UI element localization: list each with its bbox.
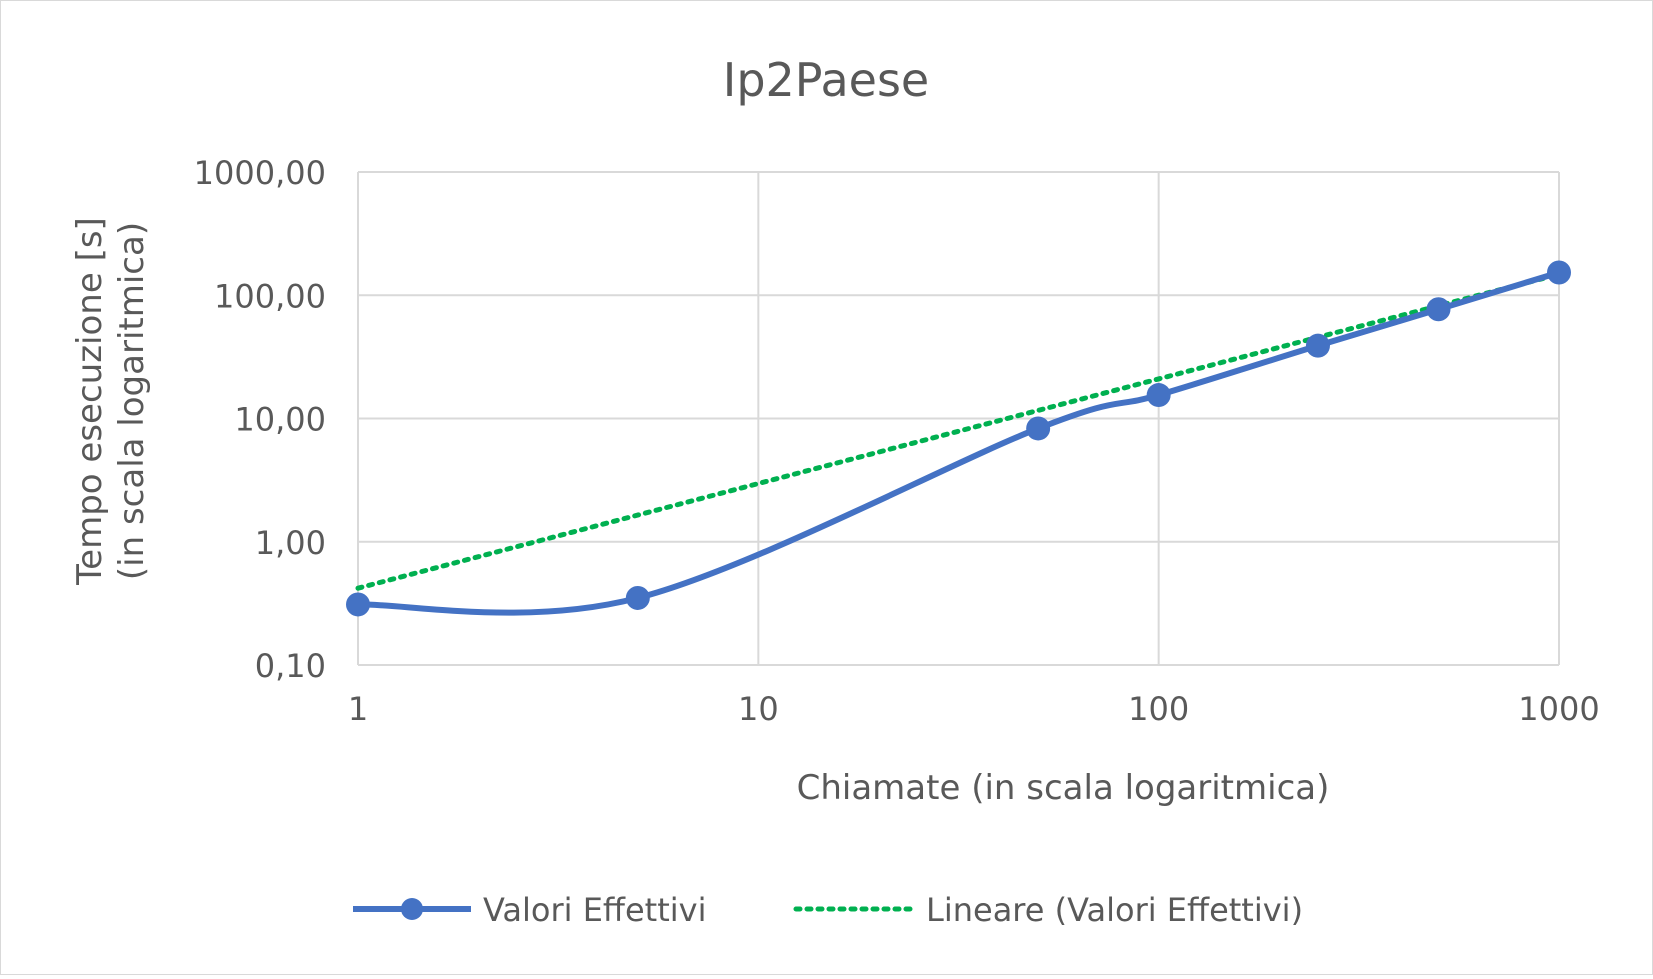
x-tick-label: 1	[348, 690, 368, 728]
y-tick-label: 100,00	[214, 277, 326, 315]
legend-item-valori-effettivi[interactable]: Valori Effettivi	[353, 891, 706, 929]
y-axis-label-line-2: (in scala logaritmica)	[112, 222, 152, 580]
data-point-valori-effettivi[interactable]	[625, 585, 650, 610]
data-point-valori-effettivi[interactable]	[1026, 416, 1051, 441]
legend-label-valori-effettivi: Valori Effettivi	[483, 891, 706, 929]
chart-title: Ip2Paese	[723, 53, 929, 107]
data-point-valori-effettivi[interactable]	[346, 592, 370, 617]
data-point-valori-effettivi[interactable]	[1146, 383, 1171, 408]
y-axis-label-line-1: Tempo esecuzione [s]	[70, 217, 110, 586]
grid-lines	[357, 171, 1560, 666]
y-tick-label: 0,10	[255, 647, 326, 685]
y-tick-label: 1000,00	[194, 154, 326, 192]
x-axis-ticks: 1 10 100 1000	[348, 690, 1600, 728]
trendline-lineare	[355, 271, 1562, 591]
data-point-valori-effettivi[interactable]	[1305, 333, 1330, 358]
series-line-valori-effettivi	[355, 269, 1562, 616]
data-point-valori-effettivi[interactable]	[1547, 260, 1571, 285]
x-tick-label: 100	[1128, 690, 1189, 728]
y-tick-label: 10,00	[234, 401, 326, 439]
legend-label-lineare: Lineare (Valori Effettivi)	[926, 891, 1303, 929]
x-tick-label: 1000	[1518, 690, 1599, 728]
legend-marker-valori-effettivi	[401, 898, 423, 920]
series-layer	[346, 260, 1571, 617]
x-tick-label: 10	[738, 690, 779, 728]
y-axis-label: Tempo esecuzione [s] (in scala logaritmi…	[70, 217, 152, 586]
data-point-valori-effettivi[interactable]	[1426, 297, 1451, 322]
legend-item-lineare[interactable]: Lineare (Valori Effettivi)	[793, 891, 1303, 929]
y-tick-label: 1,00	[255, 524, 326, 562]
y-axis-ticks: 0,10 1,00 10,00 100,00 1000,00	[194, 154, 326, 685]
x-axis-label: Chiamate (in scala logaritmica)	[797, 768, 1330, 808]
legend: Valori Effettivi Lineare (Valori Effetti…	[353, 891, 1303, 929]
